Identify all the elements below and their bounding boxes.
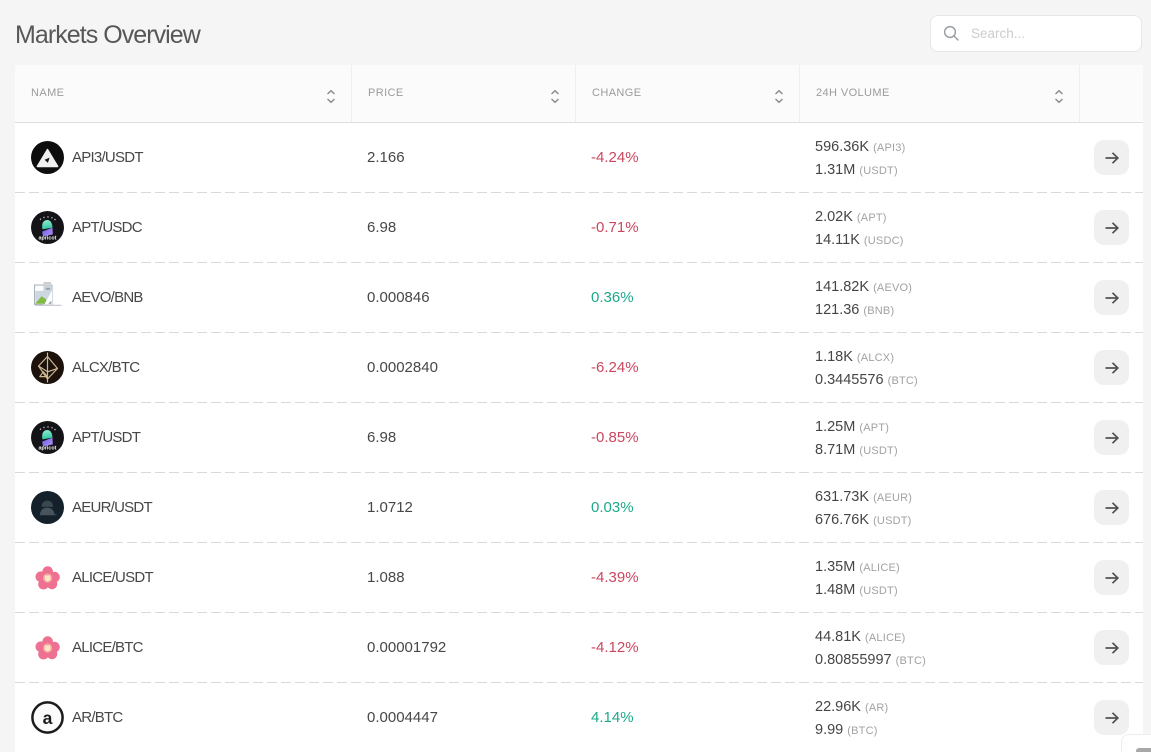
svg-text:apricot: apricot	[39, 446, 57, 452]
svg-text:apricot: apricot	[39, 236, 57, 242]
svg-text:a: a	[43, 708, 53, 728]
